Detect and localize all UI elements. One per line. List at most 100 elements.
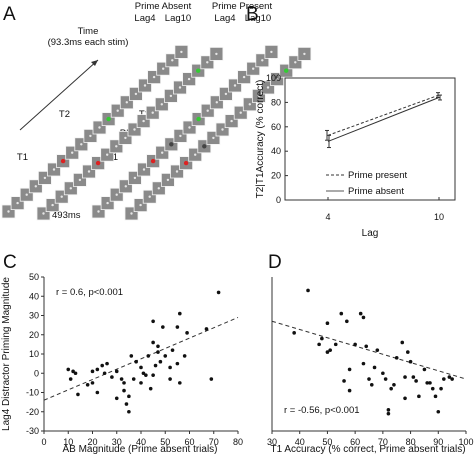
panel-c-trend-line	[43, 316, 239, 401]
stimulus-dot	[133, 128, 136, 131]
lag10-label-absent: Lag10	[165, 13, 191, 24]
panel-c-point	[163, 354, 168, 358]
time-arrow-head	[91, 60, 98, 66]
panel-d-point	[328, 348, 333, 352]
stimulus-dot	[16, 201, 19, 205]
panel-b-letter: B	[246, 4, 259, 25]
stimulus-dot	[252, 67, 255, 70]
stimulus-dot	[161, 151, 164, 154]
stimulus-dot	[171, 59, 174, 62]
stimulus-dot	[175, 170, 179, 173]
stimulus-dot	[71, 151, 74, 154]
stimulus-dot	[194, 153, 197, 156]
panel-c-point	[178, 311, 182, 316]
panel-d-point	[383, 377, 388, 381]
stimulus-dot	[270, 50, 273, 54]
stimulus-dot	[248, 103, 251, 106]
panel-d-xtick-label: 100	[458, 437, 473, 447]
panel-c-point	[139, 381, 143, 385]
panel-c-point	[119, 377, 124, 381]
panel-d-point	[353, 342, 357, 347]
panel-c-ytick-label: -10	[26, 388, 39, 398]
stimulus-dot	[303, 52, 306, 56]
stimulus-dot	[215, 52, 218, 56]
duration-label: 493ms	[52, 210, 81, 221]
stimulus-dot	[124, 185, 128, 188]
stimulus-dot	[34, 185, 37, 188]
panel-c-point	[127, 394, 131, 399]
panel-d-point	[372, 365, 377, 370]
panel-b-series-line	[327, 97, 440, 142]
panel-d-point	[342, 379, 346, 383]
panel-c-point	[127, 409, 131, 414]
stimulus-dot	[7, 210, 10, 213]
panel-c-point	[170, 348, 175, 352]
panel-b-xlabel: Lag	[362, 228, 379, 239]
stimulus-dot	[221, 128, 224, 131]
panel-c-point	[129, 354, 134, 358]
panel-c-xtick-label: 10	[63, 437, 73, 447]
panel-c-point	[178, 381, 182, 385]
panel-d-point	[425, 381, 430, 385]
panel-c-point	[153, 363, 158, 368]
stimulus-dot	[152, 75, 156, 79]
t1-label-absent: T1	[17, 152, 28, 163]
stimulus-dot	[78, 178, 82, 182]
panel-a-letter: A	[3, 4, 16, 25]
stimulus-dot	[224, 92, 228, 96]
stimulus-dot	[180, 50, 183, 54]
stimulus-dot	[52, 168, 56, 171]
panel-c-point	[151, 340, 155, 345]
panel-d-annotation: r = -0.56, p<0.001	[284, 405, 360, 416]
target-dot	[169, 142, 174, 147]
panel-c-ytick-label: 10	[29, 349, 39, 359]
stimulus-dot	[115, 193, 118, 196]
stimulus-dot	[206, 109, 209, 112]
panel-d-xtick-label: 60	[350, 437, 360, 447]
stimulus-dot	[115, 145, 118, 148]
stimulus-dot	[130, 212, 133, 215]
stimulus-dot	[151, 111, 154, 114]
panel-d-trend-line	[271, 320, 467, 380]
panel-d-point	[447, 375, 452, 379]
panel-d-point	[400, 340, 405, 345]
stimulus-dot	[116, 109, 119, 112]
panel-d-point	[433, 394, 438, 399]
stimulus-dot	[261, 59, 264, 62]
panel-d-point	[411, 375, 416, 379]
panel-d-point	[403, 396, 407, 401]
stimulus-dot	[25, 193, 28, 196]
panel-d-point	[403, 375, 407, 379]
stimulus-dot	[162, 67, 165, 70]
panel-c-point	[175, 325, 180, 329]
stimulus-dot	[178, 86, 182, 89]
panel-d-xtick-label: 40	[295, 437, 305, 447]
panel-d-point	[406, 350, 410, 354]
lag10-label-present: Lag10	[245, 13, 271, 24]
panel-c-ytick-label: 0	[34, 368, 39, 378]
stimulus-dot	[169, 94, 173, 98]
panel-d-xlabel: T1 Accuracy (% correct, Prime absent tri…	[270, 444, 465, 454]
panel-b-xtick-label: 4	[325, 212, 330, 222]
stimulus-dot	[179, 134, 182, 138]
panel-c-scatter: r = 0.6, p<0.001 AB Magnitude (Prime abs…	[1, 272, 243, 454]
panel-d-letter: D	[268, 252, 282, 273]
stimulus-dot	[134, 92, 138, 96]
time-arrow	[19, 59, 99, 131]
panel-c-xlabel: AB Magnitude (Prime absent trials)	[62, 444, 217, 454]
panel-b-ytick-label: 20	[271, 171, 281, 181]
panel-c-ytick-label: 30	[29, 311, 39, 321]
prime-present-label: Prime Present	[212, 1, 273, 12]
stimulus-dot	[139, 203, 142, 207]
stimulus-dot	[42, 212, 45, 215]
panel-d-point	[394, 356, 399, 360]
stimulus-dot	[106, 201, 109, 205]
stimulus-dot	[212, 136, 215, 140]
panel-a-diagram: Time (93.3ms each stim) Prime Absent Pri…	[1, 1, 312, 221]
time-label: Time	[78, 26, 99, 37]
target-dot	[183, 160, 189, 166]
panel-b-ytick-label: 60	[271, 122, 281, 132]
panel-d-point	[386, 408, 391, 412]
stimulus-dot	[43, 176, 47, 180]
